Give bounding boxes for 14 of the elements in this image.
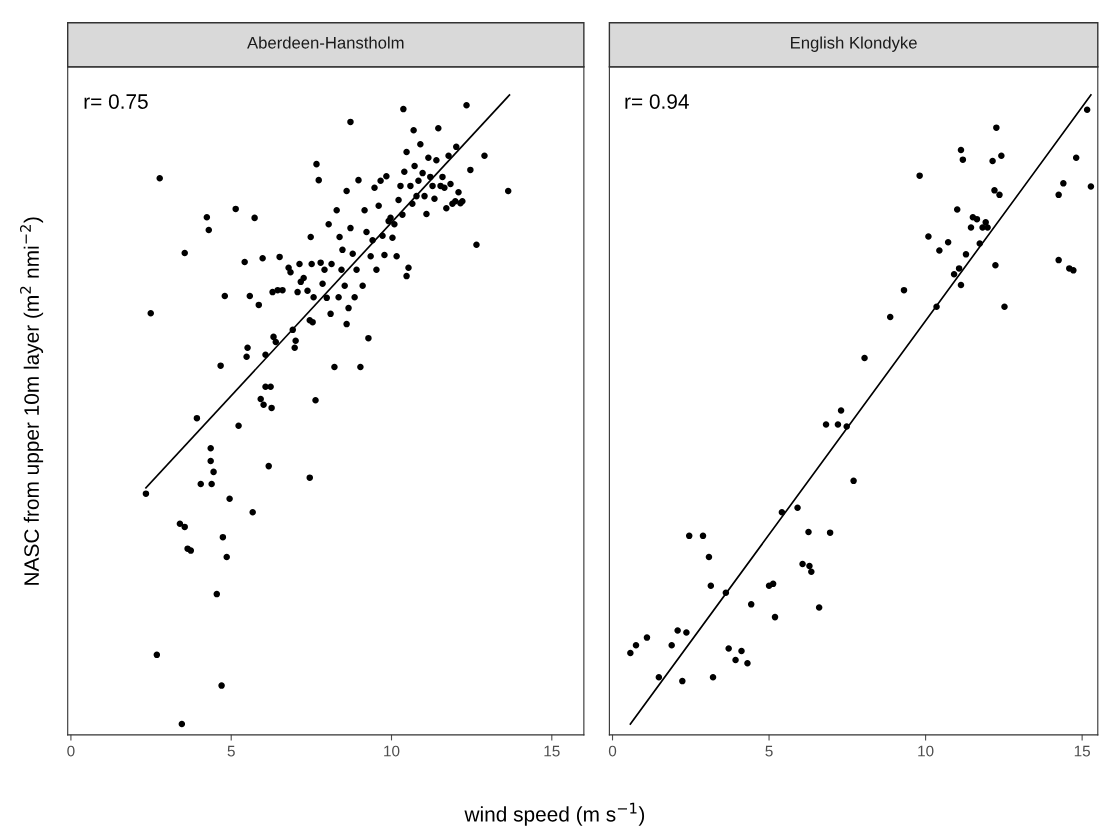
- x-tick-label: 10: [918, 745, 934, 757]
- annotation: r= 0.94: [625, 94, 689, 109]
- y-axis-title: NASC from upper 10m layer (m$^{2}$ nmi$^{−2}$): [19, 217, 44, 585]
- x-tick-label: 0: [608, 745, 617, 757]
- chart-title: English Klondyke: [791, 36, 917, 52]
- annotation: r= 0.75: [84, 94, 148, 109]
- x-tick-label: 15: [1074, 745, 1090, 757]
- x-tick-label: 10: [384, 745, 400, 757]
- x-axis-title: wind speed (m s$^{−1}$): [464, 802, 645, 826]
- x-tick-label: 5: [227, 745, 235, 757]
- x-tick-label: 5: [765, 745, 773, 757]
- chart-title: Aberdeen-Hanstholm: [247, 36, 404, 49]
- x-tick-label: 15: [544, 745, 560, 757]
- x-tick-label: 0: [67, 745, 75, 757]
